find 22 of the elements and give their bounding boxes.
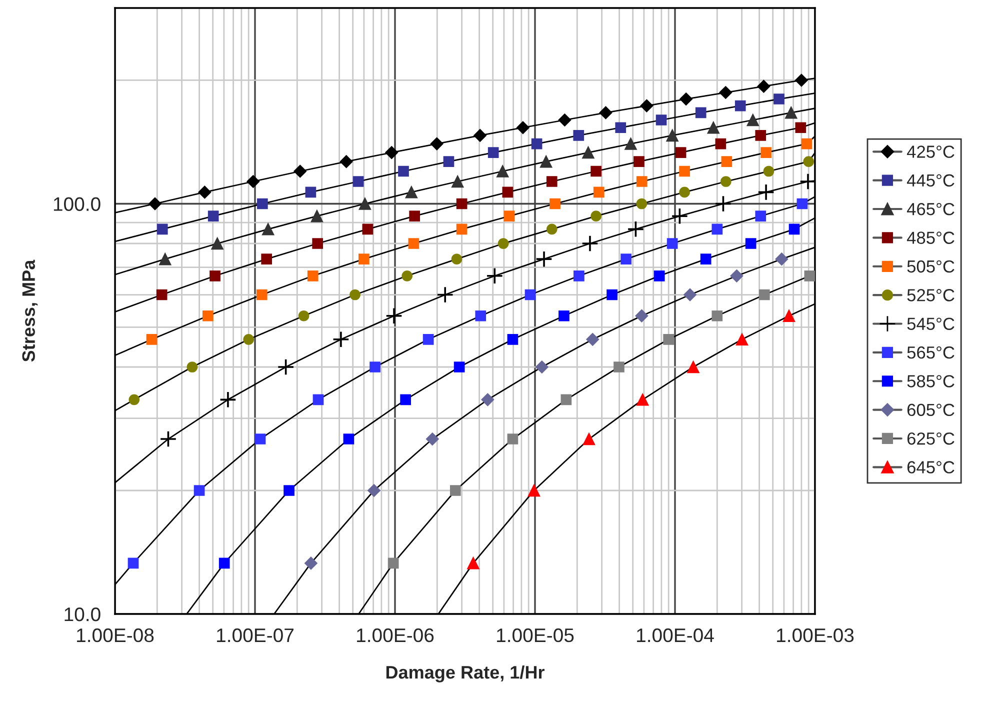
legend-label: 445°C bbox=[906, 174, 954, 187]
x-tick-label: 1.00E-07 bbox=[217, 628, 294, 642]
legend-label: 505°C bbox=[907, 260, 954, 273]
legend-label: 625°C bbox=[907, 432, 954, 445]
x-tick-label: 1.00E-03 bbox=[777, 628, 854, 642]
y-axis-title: Stress, MPa bbox=[22, 260, 38, 362]
x-axis-title: Damage Rate, 1/Hr bbox=[386, 665, 545, 682]
legend-label: 425°C bbox=[906, 146, 954, 158]
legend-label: 525°C bbox=[907, 289, 954, 302]
x-tick-label: 1.00E-04 bbox=[637, 628, 714, 642]
legend-label: 465°C bbox=[906, 202, 954, 216]
legend-label: 545°C bbox=[907, 318, 954, 330]
legend-label: 485°C bbox=[906, 232, 954, 244]
x-tick-label: 1.00E-06 bbox=[357, 628, 434, 642]
legend-label: 565°C bbox=[907, 346, 954, 359]
x-tick-label: 1.00E-08 bbox=[77, 628, 154, 642]
y-tick-label: 10.0 bbox=[64, 607, 100, 622]
legend-label: 645°C bbox=[907, 461, 954, 474]
x-tick-label: 1.00E-05 bbox=[497, 628, 574, 642]
legend-label: 585°C bbox=[907, 375, 954, 388]
y-tick-label: 100.0 bbox=[54, 197, 100, 211]
legend-label: 605°C bbox=[907, 404, 954, 416]
